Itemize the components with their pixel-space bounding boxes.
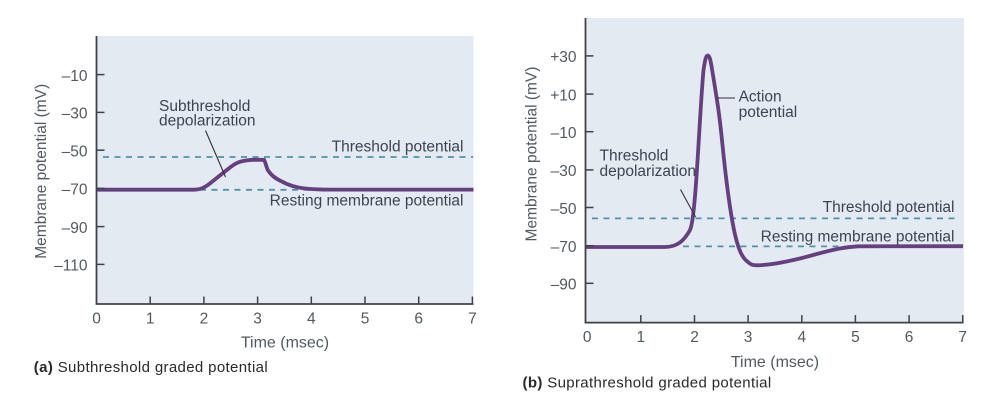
svg-text:5: 5 xyxy=(361,311,370,328)
svg-text:depolarization: depolarization xyxy=(600,163,697,180)
svg-text:2: 2 xyxy=(690,329,699,346)
svg-text:–90: –90 xyxy=(551,277,577,294)
svg-text:–10: –10 xyxy=(551,125,577,142)
svg-text:–30: –30 xyxy=(551,163,577,180)
svg-text:3: 3 xyxy=(744,329,753,346)
svg-text:Membrane potential (mV): Membrane potential (mV) xyxy=(33,84,50,259)
svg-text:6: 6 xyxy=(414,311,423,328)
svg-text:Threshold potential: Threshold potential xyxy=(332,139,464,156)
svg-text:Time (msec): Time (msec) xyxy=(731,354,819,371)
svg-text:–50: –50 xyxy=(62,144,88,161)
svg-text:5: 5 xyxy=(851,329,860,346)
svg-text:Threshold potential: Threshold potential xyxy=(823,199,955,216)
svg-text:+30: +30 xyxy=(550,49,577,66)
svg-text:depolarization: depolarization xyxy=(159,113,256,130)
svg-text:Threshold: Threshold xyxy=(600,148,669,165)
svg-text:+10: +10 xyxy=(550,87,577,104)
svg-text:Resting membrane potential: Resting membrane potential xyxy=(761,228,955,245)
svg-text:–50: –50 xyxy=(551,201,577,218)
svg-text:Resting membrane potential: Resting membrane potential xyxy=(270,193,464,210)
svg-text:0: 0 xyxy=(92,311,101,328)
svg-text:4: 4 xyxy=(307,311,316,328)
svg-text:–90: –90 xyxy=(62,220,88,237)
svg-text:–10: –10 xyxy=(62,68,88,85)
svg-text:4: 4 xyxy=(797,329,806,346)
svg-text:1: 1 xyxy=(636,329,645,346)
svg-text:1: 1 xyxy=(146,311,155,328)
svg-text:–30: –30 xyxy=(62,106,88,123)
svg-text:–110: –110 xyxy=(54,258,88,275)
svg-text:0: 0 xyxy=(583,329,592,346)
svg-text:–70: –70 xyxy=(551,239,577,256)
svg-text:6: 6 xyxy=(905,329,914,346)
svg-text:potential: potential xyxy=(739,104,798,121)
svg-text:Action: Action xyxy=(739,89,782,106)
svg-text:7: 7 xyxy=(468,311,477,328)
svg-text:–70: –70 xyxy=(62,182,88,199)
svg-text:(a) Subthreshold graded potent: (a) Subthreshold graded potential xyxy=(34,359,268,376)
svg-text:Membrane potential (mV): Membrane potential (mV) xyxy=(523,67,540,242)
svg-text:Time (msec): Time (msec) xyxy=(241,335,329,352)
svg-text:2: 2 xyxy=(200,311,209,328)
svg-text:Subthreshold: Subthreshold xyxy=(159,98,250,115)
svg-text:7: 7 xyxy=(958,329,967,346)
svg-text:3: 3 xyxy=(253,311,262,328)
svg-text:(b) Suprathreshold graded pote: (b) Suprathreshold graded potential xyxy=(523,375,772,392)
